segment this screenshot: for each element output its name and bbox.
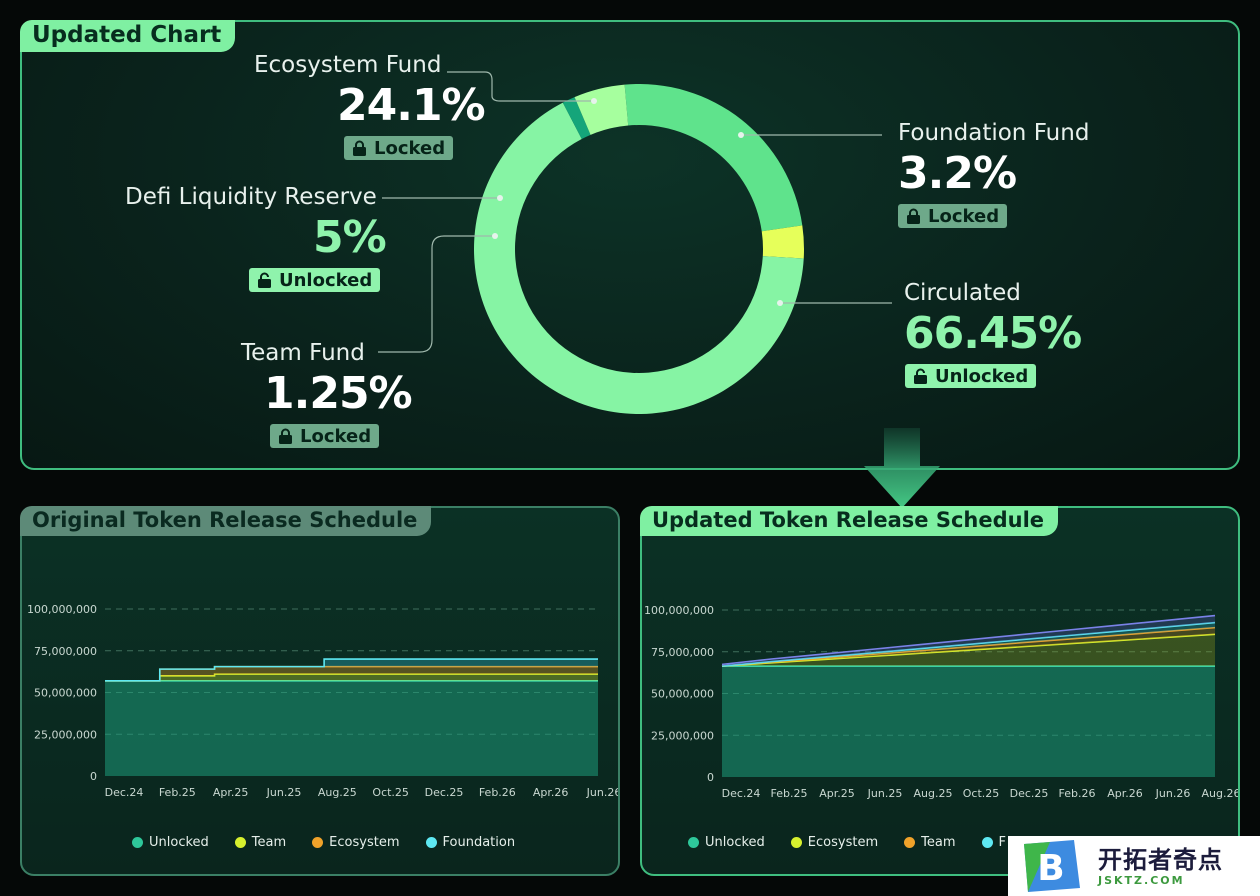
y-tick-label: 25,000,000: [651, 729, 714, 742]
y-tick-label: 75,000,000: [651, 646, 714, 659]
donut-slice-ecosystem-fund: [624, 84, 803, 232]
y-tick-label: 100,000,000: [27, 603, 97, 616]
donut-slice-team-fund: [562, 97, 591, 140]
legend-item-team: Team: [904, 835, 956, 850]
x-tick-label: Apr.25: [213, 786, 249, 799]
defi-liquidity-reserve-percent: 5%: [313, 212, 387, 263]
line-ecosystem: [721, 633, 1216, 667]
x-tick-label: Feb.25: [159, 786, 196, 799]
x-tick-label: Jun.26: [1155, 787, 1191, 800]
ecosystem-fund-percent: 24.1%: [337, 80, 486, 131]
line-foundation: [105, 658, 598, 682]
x-tick-label: Dec.24: [105, 786, 144, 799]
defi-liquidity-reserve-status: Unlocked: [279, 269, 373, 291]
y-tick-label: 50,000,000: [34, 687, 97, 700]
foundation-fund-status-badge: Locked: [898, 204, 1008, 228]
x-tick-label: Apr.25: [819, 787, 855, 800]
donut-slice-defi-liquidity-reserve: [574, 84, 629, 135]
leader-ecosystem: [447, 71, 594, 102]
unlock-icon: [914, 368, 927, 384]
foundation-fund-title: Foundation Fund: [898, 120, 1090, 146]
ecosystem-fund-title: Ecosystem Fund: [254, 52, 442, 78]
x-tick-label: Feb.26: [1059, 787, 1096, 800]
y-tick-label: 0: [90, 770, 97, 783]
foundation-fund-percent: 3.2%: [898, 148, 1017, 199]
down-arrow-icon: [864, 428, 940, 508]
original-schedule-chart: 0 25,000,000 50,000,000 75,000,000 100,000,0…: [27, 603, 618, 799]
legend-item-unlocked: Unlocked: [688, 835, 765, 850]
donut-slice-foundation-fund: [761, 225, 804, 259]
legend-item-foundation: Foundation: [425, 835, 515, 850]
updated-chart-tab: Updated Chart: [20, 20, 236, 52]
lock-icon: [279, 428, 292, 444]
x-tick-label: Jun.26: [586, 786, 618, 799]
x-tick-label: Oct.25: [372, 786, 409, 799]
legend-item-ecosystem: Ecosystem: [790, 835, 878, 850]
legend-item-unlocked: Unlocked: [132, 835, 209, 850]
circulated-percent: 66.45%: [904, 308, 1082, 359]
circulated-status-badge: Unlocked: [905, 364, 1037, 388]
x-tick-label: Feb.26: [479, 786, 516, 799]
area-ecosystem: [105, 666, 598, 681]
brand-name: 开拓者奇点: [1098, 845, 1223, 874]
area-unlocked: [105, 680, 598, 776]
leader-team: [378, 235, 495, 353]
lock-icon: [907, 208, 920, 224]
updated-schedule-panel: Updated Token Release Schedule 0 25,000,0…: [640, 506, 1240, 876]
unlock-icon: [258, 272, 271, 288]
area-unlocked: [722, 666, 1215, 777]
original-schedule-panel: Original Token Release Schedule 0 25,000,…: [20, 506, 620, 876]
defi-liquidity-reserve-title: Defi Liquidity Reserve: [125, 184, 377, 210]
y-tick-label: 0: [707, 771, 714, 784]
circulated-title: Circulated: [904, 280, 1021, 306]
x-tick-label: Apr.26: [1107, 787, 1143, 800]
donut-chart: [378, 71, 892, 415]
x-tick-label: Aug.25: [318, 786, 357, 799]
x-tick-label: Jun.25: [867, 787, 903, 800]
x-tick-label: Aug.25: [914, 787, 953, 800]
lock-icon: [353, 140, 366, 156]
line-team: [721, 626, 1216, 667]
updated-schedule-chart: 0 25,000,000 50,000,000 75,000,000 100,000,0…: [644, 604, 1238, 800]
brand-url: JSKTZ.COM: [1098, 873, 1185, 887]
y-tick-label: 75,000,000: [34, 645, 97, 658]
legend-item-ecosystem: Ecosystem: [312, 835, 400, 850]
team-fund-title: Team Fund: [241, 340, 365, 366]
x-tick-label: Apr.26: [533, 786, 569, 799]
legend-item-foundation: F: [981, 835, 1006, 850]
area-foundation: [105, 659, 598, 681]
x-tick-label: Aug.26: [1202, 787, 1238, 800]
original-schedule-tab: Original Token Release Schedule: [20, 506, 432, 536]
watermark: B 开拓者奇点 JSKTZ.COM: [1008, 836, 1260, 896]
team-fund-percent: 1.25%: [264, 368, 413, 419]
updated-schedule-legend: Unlocked Ecosystem Team F: [688, 835, 1006, 850]
area-team: [105, 674, 598, 681]
x-tick-label: Dec.25: [1010, 787, 1049, 800]
ecosystem-fund-status-badge: Locked: [344, 136, 454, 160]
brand-logo-letter: B: [1037, 848, 1064, 889]
team-fund-status: Locked: [300, 425, 372, 447]
x-tick-label: Dec.25: [425, 786, 464, 799]
circulated-status: Unlocked: [935, 365, 1029, 387]
original-schedule-legend: Unlocked Team Ecosystem Foundation: [132, 835, 515, 850]
foundation-fund-status: Locked: [928, 205, 1000, 227]
x-tick-label: Feb.25: [771, 787, 808, 800]
x-tick-label: Oct.25: [963, 787, 1000, 800]
y-tick-label: 25,000,000: [34, 728, 97, 741]
ecosystem-fund-status: Locked: [374, 137, 446, 159]
y-tick-label: 100,000,000: [644, 604, 714, 617]
y-tick-label: 50,000,000: [651, 688, 714, 701]
updated-schedule-tab: Updated Token Release Schedule: [640, 506, 1059, 536]
x-tick-label: Dec.24: [722, 787, 761, 800]
team-fund-status-badge: Locked: [270, 424, 380, 448]
legend-item-team: Team: [234, 835, 286, 850]
line-foundation: [721, 621, 1216, 667]
line-f: [721, 614, 1216, 666]
brand-logo-icon: B: [1024, 840, 1080, 892]
defi-liquidity-reserve-status-badge: Unlocked: [249, 268, 381, 292]
x-tick-label: Jun.25: [266, 786, 302, 799]
